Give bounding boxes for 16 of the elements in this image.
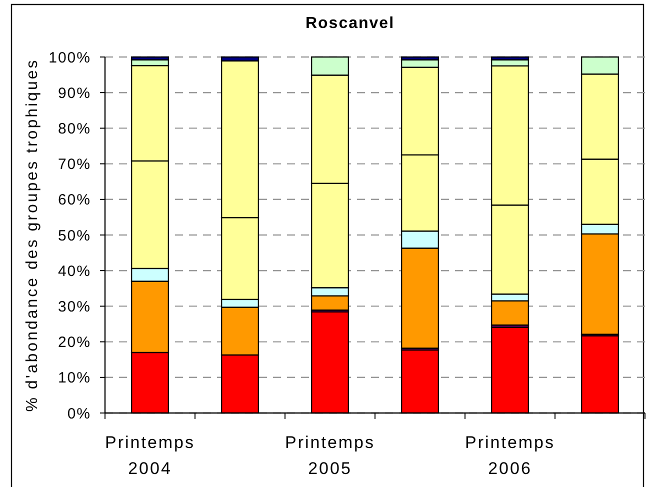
- y-tick-label: 20%: [58, 334, 91, 352]
- y-tick-label: 80%: [58, 120, 91, 138]
- x-tick-label: Printemps 2004: [104, 433, 196, 478]
- y-tick-label: 100%: [48, 49, 91, 66]
- y-tick-label: 10%: [58, 370, 91, 387]
- y-tick-label: 50%: [58, 227, 91, 244]
- y-tick-label: 90%: [58, 84, 91, 102]
- y-tick-label: 30%: [58, 298, 91, 316]
- y-tick-label: 0%: [67, 405, 91, 422]
- y-tick-label: 70%: [58, 156, 91, 174]
- y-tick-label: 40%: [58, 262, 91, 280]
- x-tick-label: Printemps 2006: [464, 433, 556, 478]
- chart-title: Roscanvel: [305, 15, 395, 32]
- x-tick-label: Printemps 2005: [284, 433, 376, 478]
- y-axis-title: % d'abondance des groupes trophiques: [24, 58, 41, 412]
- y-tick-label: 60%: [58, 192, 91, 209]
